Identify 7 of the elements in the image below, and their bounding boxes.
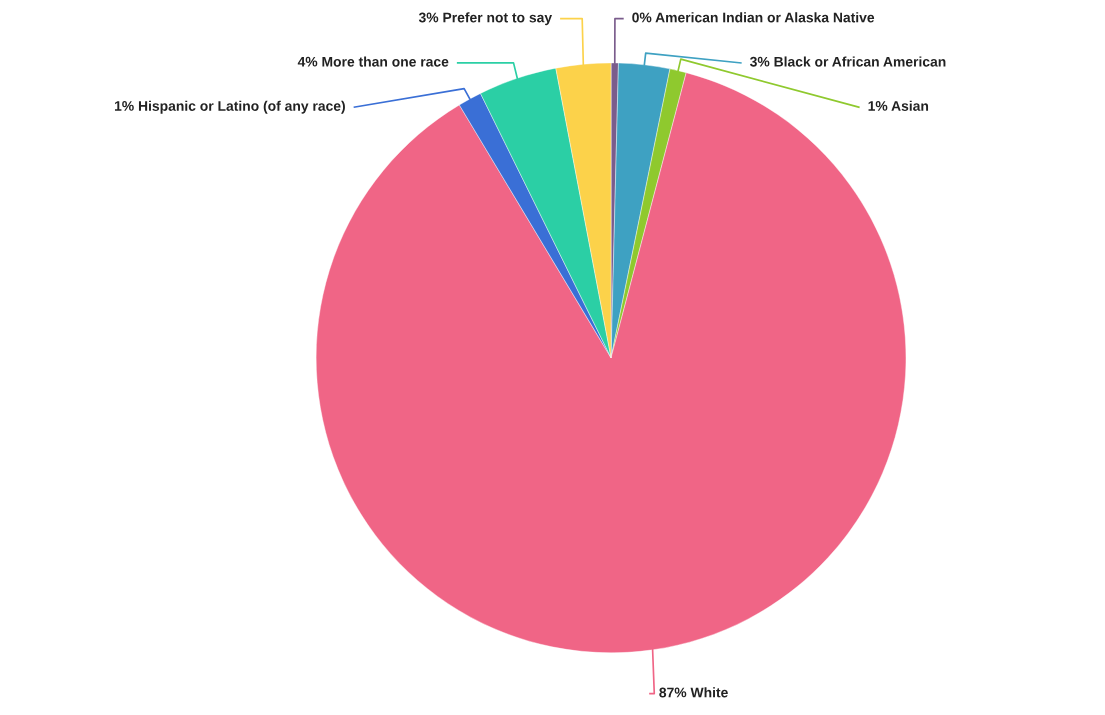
slice-label: 87% White — [659, 687, 728, 698]
slice-label: 1% Asian — [868, 100, 929, 111]
slice-label: 3% Black or African American — [750, 56, 946, 67]
slice-label: 3% Prefer not to say — [418, 12, 553, 26]
slice-label: 0% American Indian or Alaska Native — [632, 12, 875, 23]
slice-label: 1% Hispanic or Latino (of any race) — [114, 100, 345, 114]
slice-label: 4% More than one race — [297, 56, 449, 67]
